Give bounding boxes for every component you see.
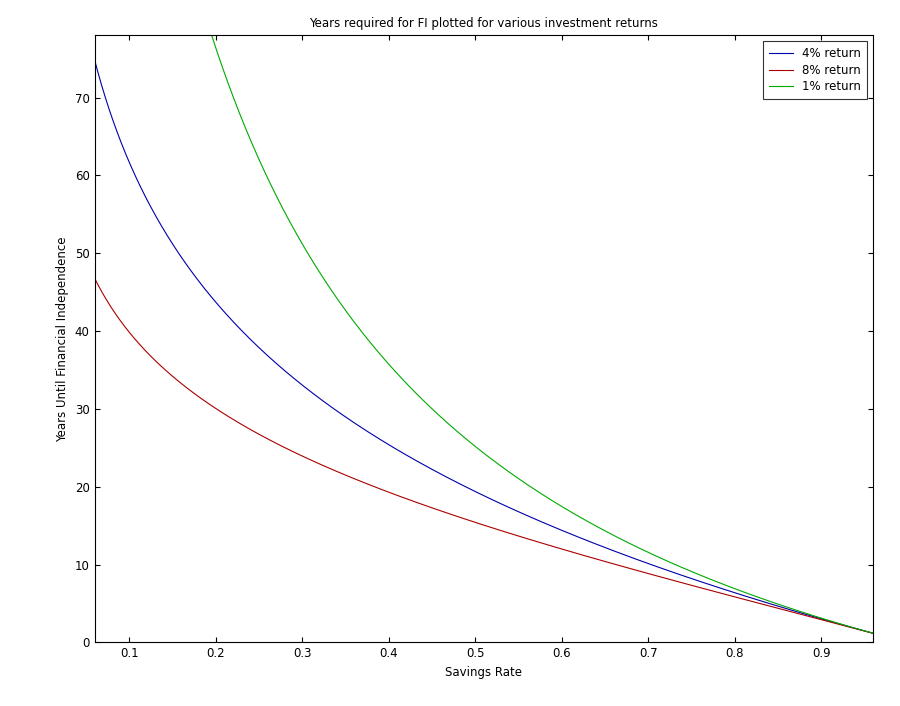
- 8% return: [89, 274, 100, 282]
- 4% return: [447, 476, 458, 484]
- 8% return: [447, 510, 458, 519]
- 8% return: [702, 585, 713, 594]
- X-axis label: Savings Rate: Savings Rate: [446, 666, 522, 679]
- 8% return: [129, 334, 140, 342]
- 4% return: [89, 55, 100, 64]
- Y-axis label: Years Until Financial Independence: Years Until Financial Independence: [56, 236, 69, 442]
- 4% return: [845, 623, 856, 631]
- 1% return: [468, 441, 479, 449]
- 4% return: [702, 580, 713, 588]
- 8% return: [868, 629, 878, 638]
- Line: 1% return: 1% return: [94, 0, 873, 633]
- 1% return: [702, 574, 713, 582]
- 8% return: [844, 623, 855, 631]
- 1% return: [868, 629, 878, 638]
- 4% return: [468, 486, 479, 495]
- 8% return: [468, 517, 479, 526]
- 4% return: [844, 623, 855, 631]
- 1% return: [844, 623, 855, 631]
- 1% return: [845, 623, 856, 631]
- Line: 8% return: 8% return: [94, 278, 873, 633]
- Legend: 4% return, 8% return, 1% return: 4% return, 8% return, 1% return: [763, 41, 867, 99]
- 4% return: [129, 169, 140, 178]
- 8% return: [845, 623, 856, 632]
- 1% return: [447, 423, 458, 431]
- Line: 4% return: 4% return: [94, 59, 873, 633]
- Title: Years required for FI plotted for various investment returns: Years required for FI plotted for variou…: [310, 17, 658, 30]
- 4% return: [868, 629, 878, 638]
